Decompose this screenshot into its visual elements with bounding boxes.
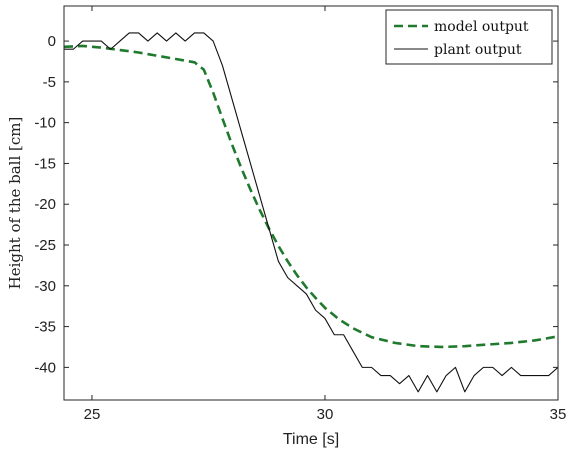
- y-tick-label: -30: [34, 278, 56, 295]
- x-tick-label: 25: [84, 406, 101, 423]
- axes-frame: [63, 5, 559, 401]
- legend-box: [385, 9, 553, 65]
- legend-label-model-output: model output: [434, 19, 529, 35]
- y-tick-label: -25: [34, 237, 56, 254]
- tick-labels-group: 25 30 35 0 -5 -10 -15 -20 -25 -30 -35 -40: [34, 33, 566, 423]
- x-tick-label: 30: [317, 406, 334, 423]
- x-axis-title: Time [s]: [283, 431, 339, 448]
- y-tick-label: -10: [34, 115, 56, 132]
- y-tick-label: -40: [34, 359, 56, 376]
- plot-series-group: [63, 32, 559, 393]
- legend: model output plant output: [385, 9, 553, 65]
- y-tick-label: 0: [48, 33, 56, 50]
- x-tick-label: 35: [550, 406, 566, 423]
- legend-label-plant-output: plant output: [434, 42, 522, 58]
- series-line-model-output: [63, 44, 559, 349]
- tick-marks-group: [64, 6, 559, 400]
- y-axis-title: Height of the ball [cm]: [6, 117, 24, 290]
- y-tick-label: -15: [34, 155, 56, 172]
- y-tick-label: -20: [34, 196, 56, 213]
- y-tick-label: -35: [34, 319, 56, 336]
- series-line-plant-output: [64, 32, 559, 393]
- y-tick-label: -5: [43, 74, 56, 91]
